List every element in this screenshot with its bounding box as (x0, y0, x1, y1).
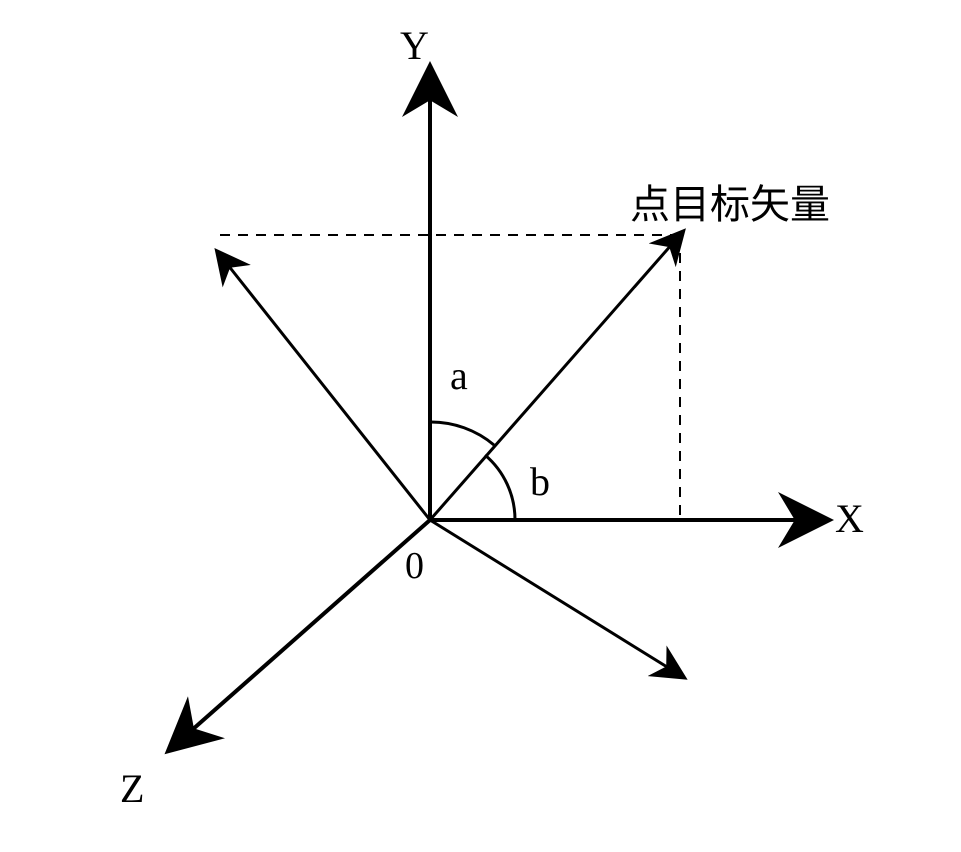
origin-label: 0 (405, 544, 424, 588)
angle-label-b: b (530, 458, 550, 505)
coordinate-diagram (0, 0, 961, 852)
axis-label-x: X (835, 495, 864, 542)
vector-top-left (220, 255, 430, 520)
axis-z (175, 520, 430, 745)
axis-label-y: Y (400, 22, 429, 69)
vector-bottom-right (430, 520, 680, 675)
angle-arc-a (430, 422, 494, 445)
angle-arc-b (485, 455, 515, 520)
vector-target-label: 点目标矢量 (630, 172, 830, 230)
axis-label-z: Z (120, 765, 144, 812)
angle-label-a: a (450, 352, 468, 399)
